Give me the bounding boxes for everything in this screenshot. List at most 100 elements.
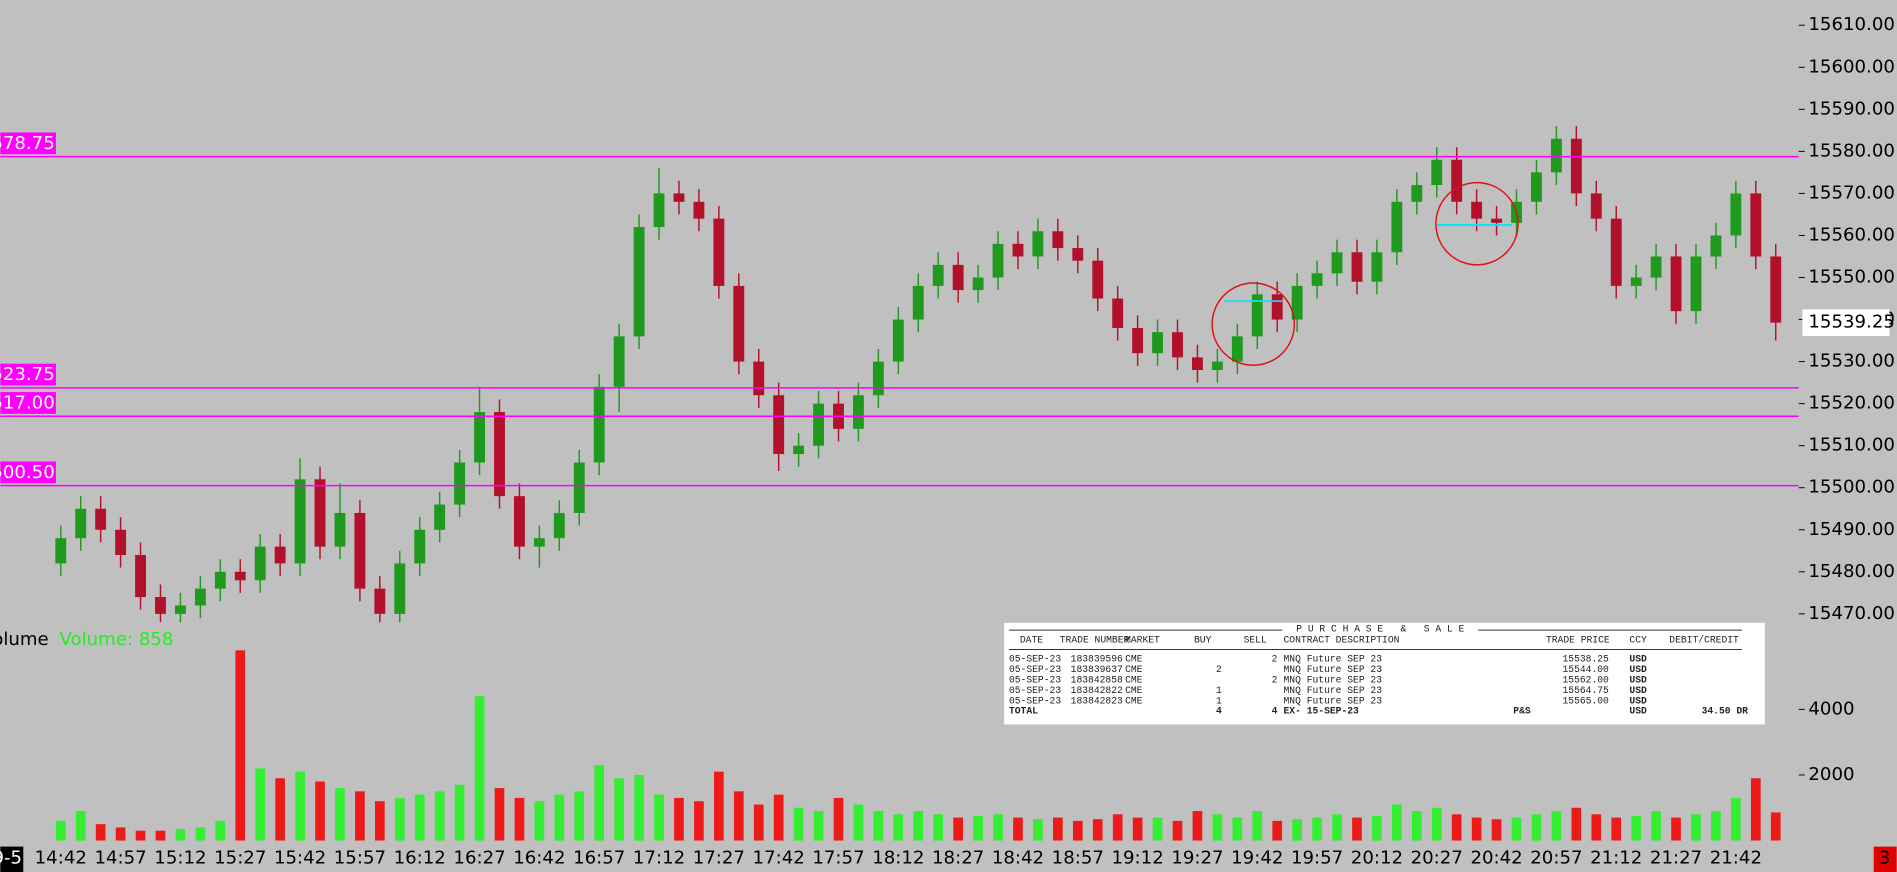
volume-bar xyxy=(833,797,844,841)
volume-bar xyxy=(95,824,106,841)
x-tick-label: 17:12 xyxy=(633,848,685,869)
candle-body xyxy=(1710,235,1722,257)
volume-bar xyxy=(873,811,884,841)
candle-body xyxy=(1770,256,1782,323)
volume-bar xyxy=(1691,814,1701,841)
volume-bar xyxy=(494,788,505,841)
statement-cell: 2 xyxy=(1272,674,1278,685)
candle-body xyxy=(1630,277,1642,286)
x-tick-label: 14:42 xyxy=(35,848,87,869)
x-tick-label: 16:12 xyxy=(394,848,446,869)
volume-bar xyxy=(295,771,305,841)
volume-bar xyxy=(1511,817,1522,841)
candle-body xyxy=(1311,273,1323,286)
statement-cell: USD xyxy=(1629,706,1647,717)
candle-body xyxy=(1172,332,1183,358)
level-label: 15517.00 xyxy=(0,393,55,414)
candle-body xyxy=(1491,218,1503,223)
axes: 15470.00 15480.00 15490.00 15500.00 15510.00… xyxy=(0,14,1897,872)
volume-bar xyxy=(135,830,146,841)
candle-body xyxy=(1331,252,1343,274)
candle-body xyxy=(1411,185,1423,202)
candle-body xyxy=(1231,336,1243,362)
candle-body xyxy=(1152,332,1164,354)
statement-cell: CME xyxy=(1125,654,1143,665)
candle-body xyxy=(394,563,406,614)
level-label: 15578.75 xyxy=(0,133,55,154)
x-tick-label: 18:27 xyxy=(932,848,984,869)
volume-bar xyxy=(1013,817,1023,841)
y-tick-label: 15580.00 xyxy=(1808,140,1894,161)
statement-cell: EX- 15-SEP-23 xyxy=(1284,706,1360,717)
statement-cell: 4 xyxy=(1216,706,1222,717)
statement-cell: USD xyxy=(1629,685,1647,696)
candle-body xyxy=(713,218,725,286)
statement-cell: USD xyxy=(1629,654,1647,665)
candle-body xyxy=(454,462,466,505)
volume-bar xyxy=(1232,817,1243,841)
x-tick-label: 15:12 xyxy=(154,848,206,869)
candle-body xyxy=(174,605,186,614)
x-tick-label: 18:42 xyxy=(992,848,1044,869)
candle-body xyxy=(613,336,625,387)
x-tick-label: 17:42 xyxy=(753,848,805,869)
candle-body xyxy=(1610,218,1622,286)
statement-cell: CME xyxy=(1125,674,1143,685)
candle-body xyxy=(1012,243,1024,257)
volume-bar xyxy=(1671,817,1681,841)
y-tick-label: 15500.00 xyxy=(1808,477,1894,498)
x-tick-label: 16:57 xyxy=(573,848,625,869)
candle-body xyxy=(1451,159,1463,202)
candle-body xyxy=(274,546,286,564)
candle-body xyxy=(593,386,605,463)
volume-bar xyxy=(195,827,206,841)
volume-bar xyxy=(1471,817,1482,841)
statement-cell: USD xyxy=(1629,695,1647,706)
volume-bar xyxy=(1392,804,1402,841)
statement-cell: 2 xyxy=(1272,654,1278,665)
volume-bar xyxy=(554,794,565,841)
volume-bar xyxy=(1711,811,1721,841)
volume-bar xyxy=(514,797,525,841)
candle-body xyxy=(533,538,545,547)
volume-bar xyxy=(1252,811,1263,841)
candle-body xyxy=(354,512,366,589)
y-tick-label: 15570.00 xyxy=(1808,182,1894,203)
volume-bar xyxy=(893,814,904,841)
level-label: 15523.75 xyxy=(0,364,55,385)
volume-bar xyxy=(1731,797,1741,841)
volume-bar xyxy=(913,811,924,841)
y-tick-label: 15530.00 xyxy=(1808,351,1894,372)
volume-bar xyxy=(614,778,624,841)
volume-bar xyxy=(1033,819,1043,841)
candle-body xyxy=(693,201,705,219)
highlight-circle xyxy=(1435,181,1519,266)
volume-bar xyxy=(654,794,664,841)
y-tick-label: 15550.00 xyxy=(1808,267,1894,288)
candle-body xyxy=(1192,357,1203,371)
x-tick-label: 19:12 xyxy=(1112,848,1164,869)
volume-bar xyxy=(694,801,704,841)
volume-bar xyxy=(574,791,585,841)
candle-body xyxy=(294,479,306,564)
statement-cell: MNQ Future SEP 23 xyxy=(1284,685,1383,696)
candle-body xyxy=(733,285,745,362)
column-header: DEBIT/CREDIT xyxy=(1669,634,1739,645)
candle-body xyxy=(1132,327,1144,354)
x-tick-label: 21:27 xyxy=(1650,848,1702,869)
volume-bar xyxy=(1352,817,1362,841)
volume-bar xyxy=(1053,817,1063,841)
y-tick-label: 15490.00 xyxy=(1808,519,1894,540)
candle-body xyxy=(872,361,884,396)
statement-cell: P&S xyxy=(1513,706,1531,717)
statement-cell: 183842858 xyxy=(1071,674,1123,685)
statement-cell: CME xyxy=(1125,685,1143,696)
last-price-tag xyxy=(1802,309,1890,337)
column-header: TRADE PRICE xyxy=(1546,634,1610,645)
volume-bar xyxy=(1551,811,1562,841)
volume-bar xyxy=(1591,814,1602,841)
volume-bar xyxy=(1292,819,1302,841)
statement-cell: MNQ Future SEP 23 xyxy=(1284,674,1383,685)
statement-cell: 05-SEP-23 xyxy=(1009,695,1061,706)
statement-cell: CME xyxy=(1125,664,1143,675)
